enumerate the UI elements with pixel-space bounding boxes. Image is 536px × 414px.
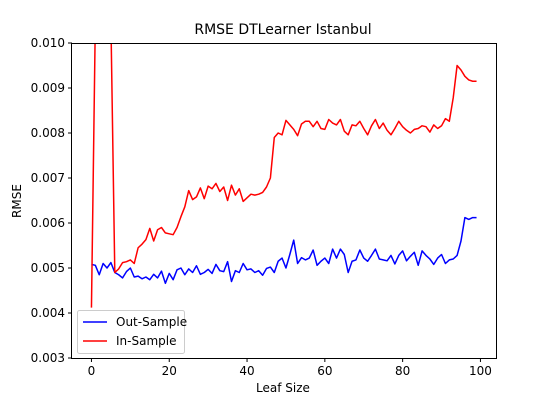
x-tick-label: 20 — [162, 364, 177, 378]
y-tick-label: 0.003 — [31, 351, 65, 365]
plot-frame — [71, 43, 497, 359]
y-tick-label: 0.010 — [31, 36, 65, 50]
y-tick-label: 0.006 — [31, 216, 65, 230]
plot-lines — [90, 43, 477, 308]
x-axis-ticks: 0 20 40 60 80 100 — [88, 358, 492, 378]
y-tick-label: 0.004 — [31, 306, 65, 320]
x-tick-label: 0 — [88, 364, 96, 378]
chart-title: RMSE DTLearner Istanbul — [194, 22, 371, 38]
x-tick-label: 60 — [317, 364, 332, 378]
y-tick-label: 0.007 — [31, 171, 65, 185]
y-tick-label: 0.008 — [31, 126, 65, 140]
x-tick-label: 40 — [239, 364, 254, 378]
y-tick-label: 0.005 — [31, 261, 65, 275]
series-line-in-sample — [90, 43, 477, 308]
series-line-out-sample — [91, 216, 477, 285]
y-axis-label: RMSE — [10, 184, 24, 218]
legend-label-in-sample: In-Sample — [116, 334, 176, 348]
x-tick-label: 80 — [395, 364, 410, 378]
y-tick-label: 0.009 — [31, 81, 65, 95]
x-axis-label: Leaf Size — [256, 381, 310, 395]
x-tick-label: 100 — [469, 364, 492, 378]
legend-label-out-sample: Out-Sample — [116, 315, 187, 329]
legend: Out-Sample In-Sample — [77, 310, 187, 354]
y-axis-ticks: 0.003 0.004 0.005 0.006 0.007 0.008 0.009 0.010 — [31, 36, 72, 365]
